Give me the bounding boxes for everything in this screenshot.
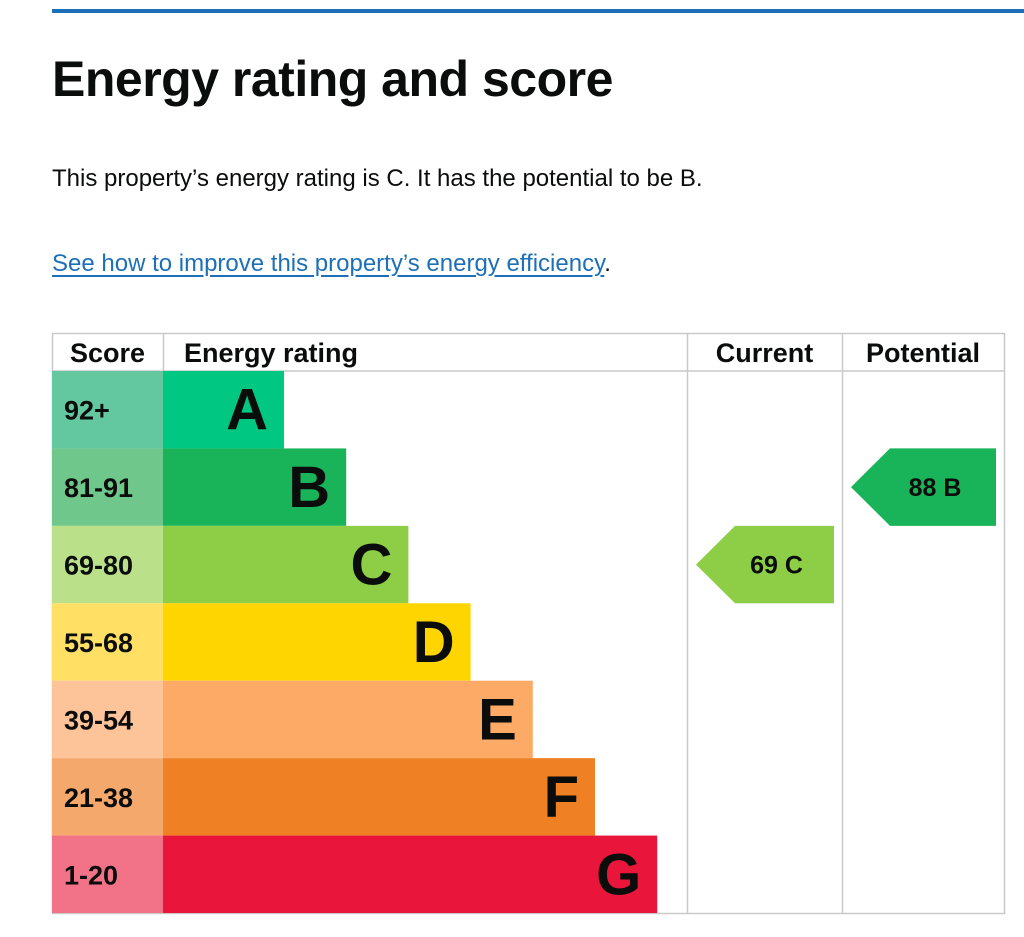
improve-efficiency-link[interactable]: See how to improve this property’s energ…: [52, 250, 605, 277]
improve-suffix: .: [604, 250, 611, 277]
score-range-cell-b: [52, 448, 163, 526]
score-range-b: 81-91: [64, 473, 133, 503]
rating-summary: This property’s energy rating is C. It h…: [52, 165, 703, 192]
score-range-e: 39-54: [64, 705, 133, 735]
rating-letter-b: B: [288, 455, 330, 520]
header-potential: Potential: [866, 338, 980, 368]
rating-bar-f: [163, 758, 595, 836]
potential-rating-arrow: [851, 448, 996, 526]
rating-bar-d: [163, 603, 471, 681]
score-range-cell-e: [52, 680, 163, 759]
score-range-cell-a: [52, 371, 163, 449]
score-range-c: 69-80: [64, 551, 133, 581]
improve-paragraph: See how to improve this property’s energ…: [52, 250, 611, 278]
current-rating-arrow: [696, 525, 834, 604]
header-score: Score: [70, 338, 145, 368]
score-range-g: 1-20: [64, 860, 118, 890]
rating-letter-a: A: [226, 378, 268, 443]
rating-letter-e: E: [478, 687, 517, 752]
score-range-a: 92+: [64, 396, 110, 426]
score-range-cell-f: [52, 758, 163, 836]
score-range-cell-d: [52, 603, 163, 681]
rating-bar-g: [163, 835, 658, 913]
rating-letter-f: F: [544, 765, 579, 830]
rating-bar-c: [163, 525, 409, 604]
rating-letter-c: C: [351, 533, 393, 598]
top-rule: [52, 9, 1024, 13]
score-range-cell-g: [52, 835, 163, 913]
header-current: Current: [716, 338, 814, 368]
rating-letter-d: D: [413, 610, 455, 675]
score-range-d: 55-68: [64, 628, 133, 658]
rating-bar-a: [163, 371, 284, 449]
rating-bar-e: [163, 680, 533, 759]
current-rating-label: 69 C: [750, 552, 803, 580]
page-title: Energy rating and score: [52, 51, 613, 107]
score-range-cell-c: [52, 525, 163, 604]
potential-rating-label: 88 B: [909, 474, 962, 502]
rating-bar-b: [163, 448, 347, 526]
rating-letter-g: G: [596, 842, 641, 907]
score-range-f: 21-38: [64, 783, 133, 813]
header-energy-rating: Energy rating: [184, 338, 358, 368]
